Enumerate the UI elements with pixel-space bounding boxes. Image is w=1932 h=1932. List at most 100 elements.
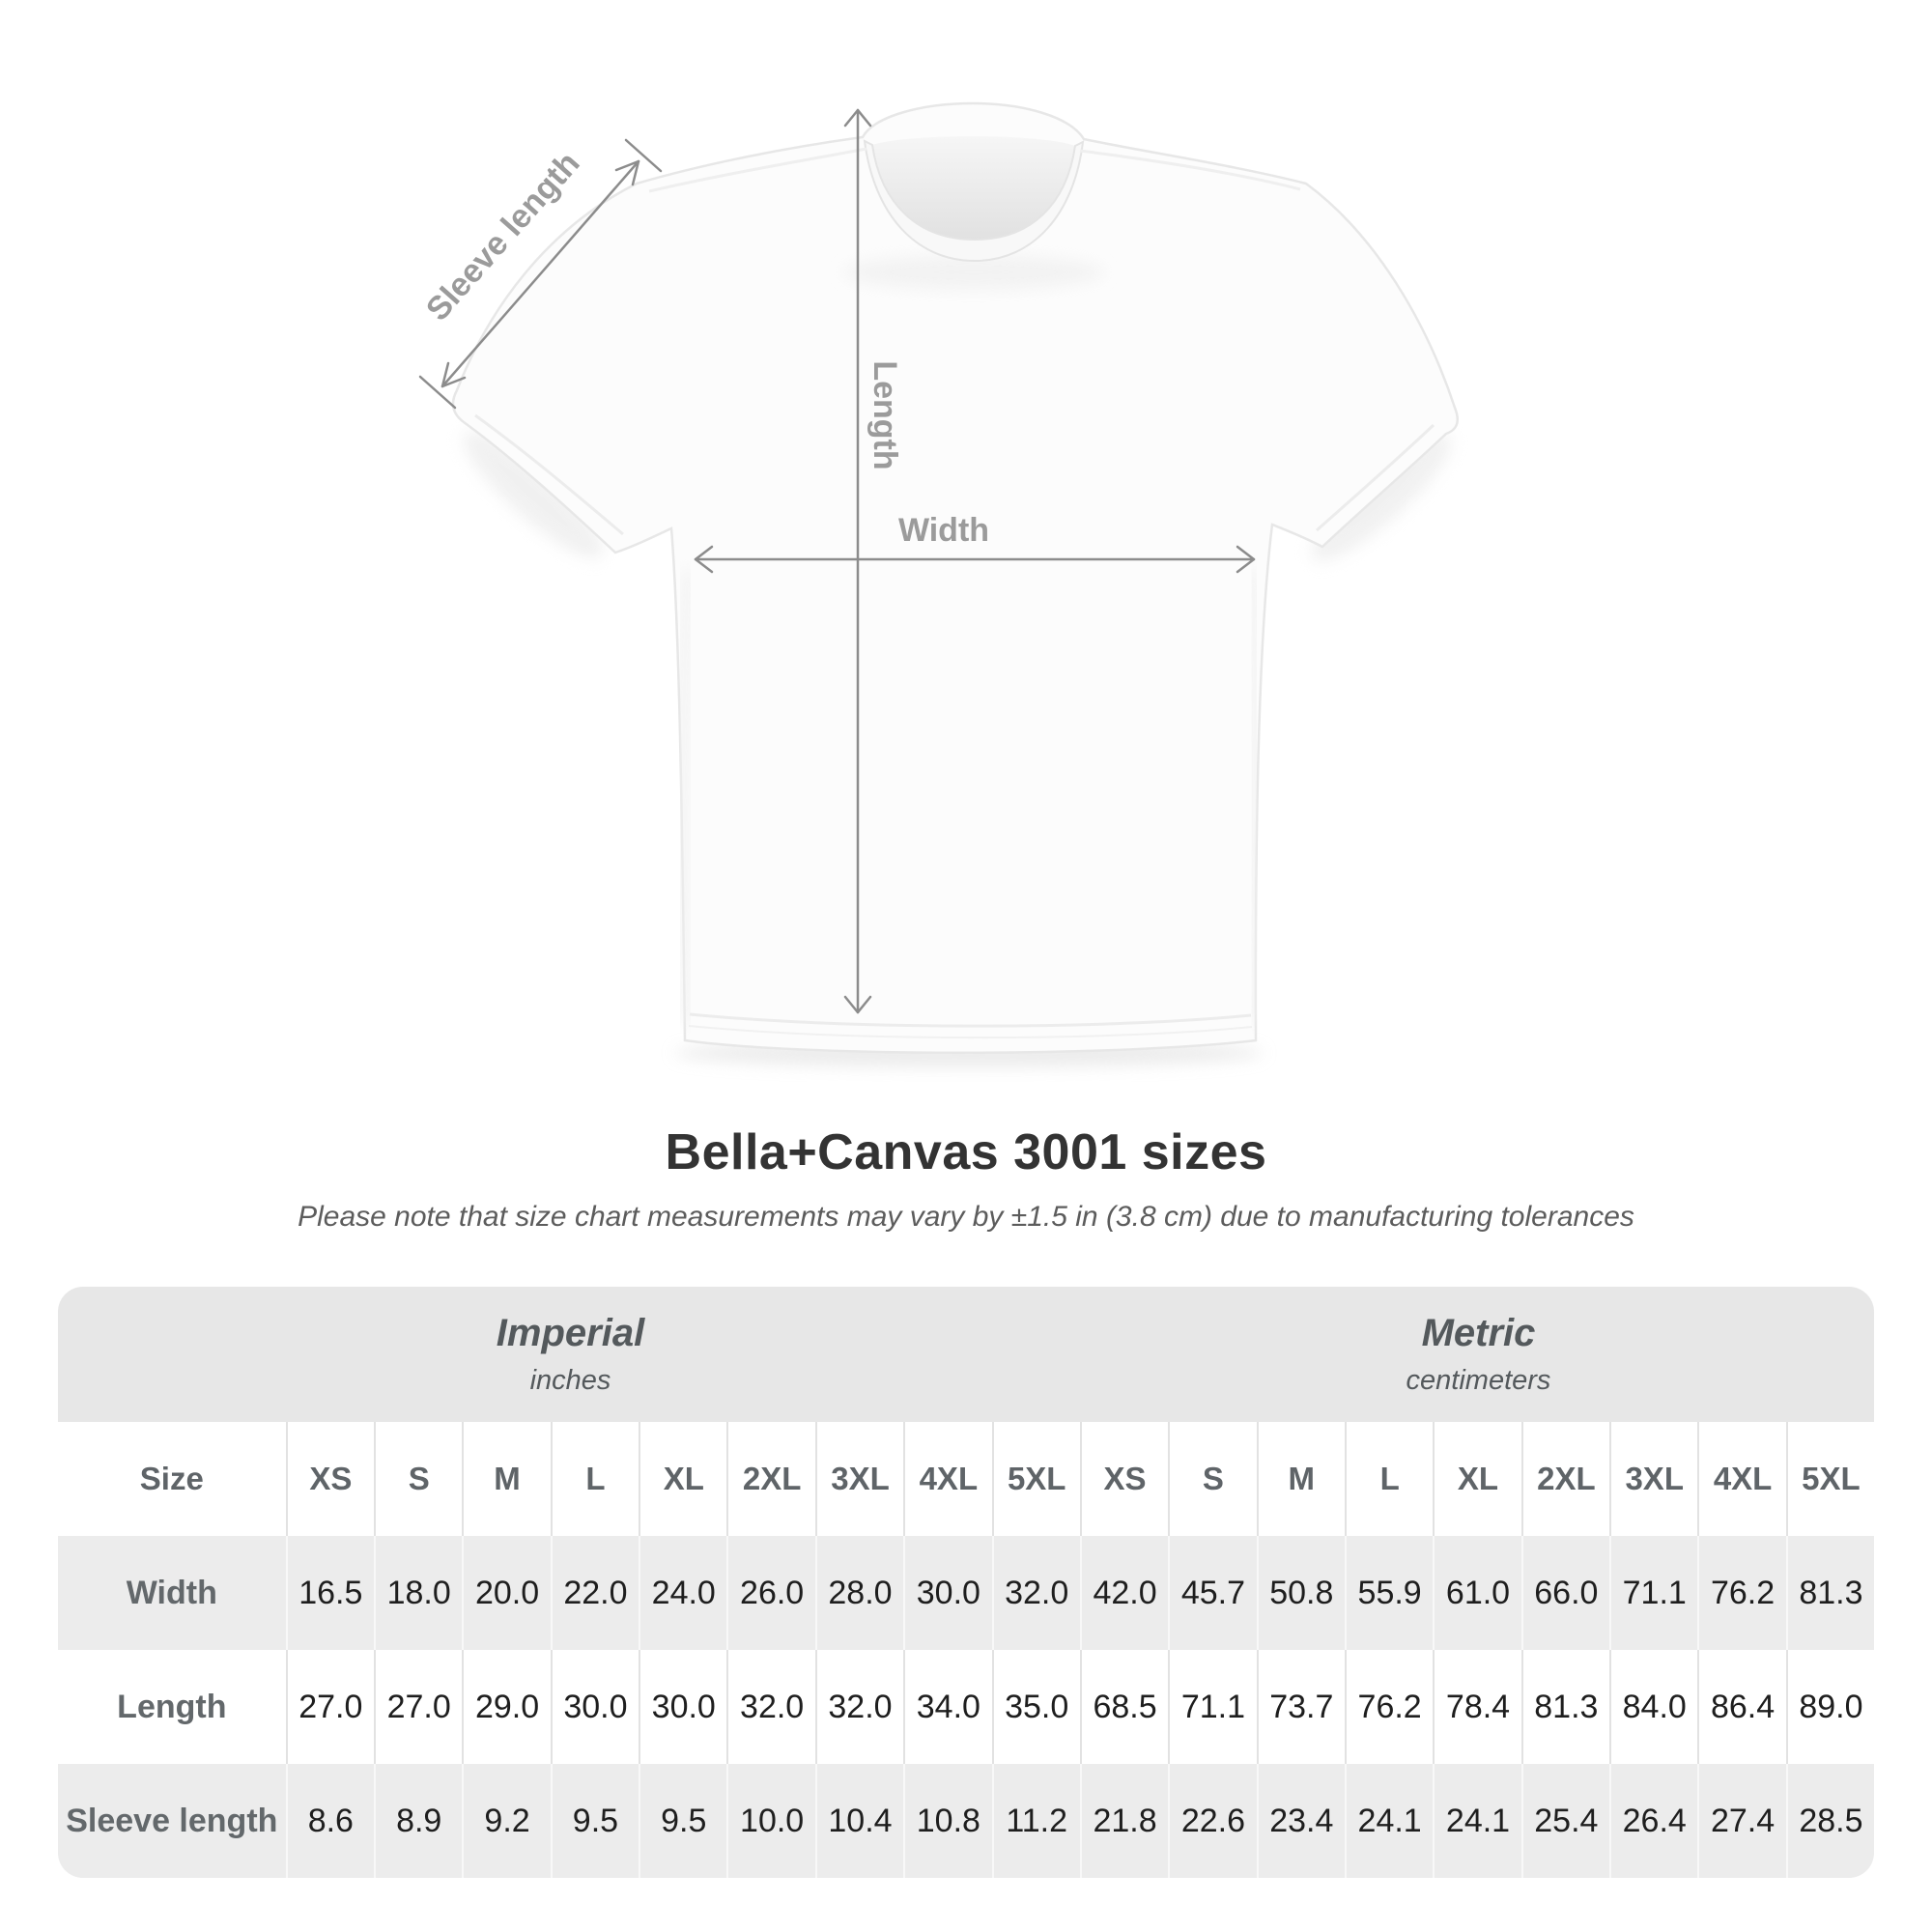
tshirt-diagram: Sleeve length Length Width <box>418 101 1459 1067</box>
value-cell: 89.0 <box>1785 1650 1874 1764</box>
measurement-arrows <box>418 108 1256 1014</box>
table-row-sizes: Size XS S M L XL 2XL 3XL 4XL 5XL XS S M … <box>58 1422 1874 1536</box>
size-header: 2XL <box>726 1422 814 1536</box>
size-header: XS <box>285 1422 374 1536</box>
value-cell: 24.0 <box>639 1536 726 1650</box>
size-table: Imperial inches Metric centimeters Size … <box>58 1287 1874 1878</box>
value-cell: 68.5 <box>1079 1650 1168 1764</box>
value-cell: 21.8 <box>1079 1764 1168 1878</box>
value-cell: 24.1 <box>1344 1764 1433 1878</box>
value-cell: 50.8 <box>1256 1536 1345 1650</box>
value-cell: 18.0 <box>374 1536 462 1650</box>
size-header: 2XL <box>1520 1422 1609 1536</box>
value-cell: 61.0 <box>1433 1536 1520 1650</box>
value-cell: 55.9 <box>1344 1536 1433 1650</box>
size-header: XL <box>639 1422 726 1536</box>
value-cell: 71.1 <box>1168 1650 1256 1764</box>
value-cell: 10.4 <box>814 1764 903 1878</box>
size-header: M <box>1256 1422 1345 1536</box>
value-cell: 28.0 <box>814 1536 903 1650</box>
size-header: XL <box>1433 1422 1520 1536</box>
value-cell: 76.2 <box>1697 1536 1785 1650</box>
value-cell: 32.0 <box>726 1650 814 1764</box>
value-cell: 86.4 <box>1697 1650 1785 1764</box>
value-cell: 81.3 <box>1520 1650 1609 1764</box>
size-header: 4XL <box>903 1422 991 1536</box>
tshirt-illustration <box>451 101 1459 1054</box>
value-cell: 71.1 <box>1609 1536 1697 1650</box>
value-cell: 9.5 <box>550 1764 639 1878</box>
value-cell: 27.0 <box>374 1650 462 1764</box>
value-cell: 24.1 <box>1433 1764 1520 1878</box>
value-cell: 28.5 <box>1785 1764 1874 1878</box>
size-header: 3XL <box>814 1422 903 1536</box>
value-cell: 34.0 <box>903 1650 991 1764</box>
value-cell: 9.2 <box>462 1764 550 1878</box>
page-title: Bella+Canvas 3001 sizes <box>665 1124 1267 1180</box>
collar-band <box>863 139 1085 263</box>
size-header: S <box>1168 1422 1256 1536</box>
value-cell: 23.4 <box>1256 1764 1345 1878</box>
table-row-sleeve-length: Sleeve length 8.6 8.9 9.2 9.5 9.5 10.0 1… <box>58 1764 1874 1878</box>
table-row-width: Width 16.5 18.0 20.0 22.0 24.0 26.0 28.0… <box>58 1536 1874 1650</box>
value-cell: 16.5 <box>285 1536 374 1650</box>
size-header: 3XL <box>1609 1422 1697 1536</box>
collar-opening <box>872 136 1075 240</box>
value-cell: 26.4 <box>1609 1764 1697 1878</box>
value-cell: 22.6 <box>1168 1764 1256 1878</box>
value-cell: 29.0 <box>462 1650 550 1764</box>
size-header: 5XL <box>991 1422 1080 1536</box>
value-cell: 25.4 <box>1520 1764 1609 1878</box>
value-cell: 22.0 <box>550 1536 639 1650</box>
size-header: XS <box>1079 1422 1168 1536</box>
size-header: L <box>550 1422 639 1536</box>
value-cell: 30.0 <box>550 1650 639 1764</box>
width-label: Width <box>898 512 989 549</box>
value-cell: 8.9 <box>374 1764 462 1878</box>
metric-unit: centimeters <box>1406 1365 1551 1396</box>
metric-title: Metric <box>1421 1312 1536 1354</box>
length-arrow <box>843 108 872 1014</box>
row-label: Length <box>117 1688 227 1725</box>
size-header: L <box>1344 1422 1433 1536</box>
value-cell: 26.0 <box>726 1536 814 1650</box>
table-row-length: Length 27.0 27.0 29.0 30.0 30.0 32.0 32.… <box>58 1650 1874 1764</box>
value-cell: 42.0 <box>1079 1536 1168 1650</box>
size-header: 4XL <box>1697 1422 1785 1536</box>
unit-header-imperial: Imperial inches <box>58 1287 1083 1422</box>
size-column-header: Size <box>139 1461 204 1496</box>
imperial-unit: inches <box>529 1365 611 1396</box>
value-cell: 66.0 <box>1520 1536 1609 1650</box>
unit-header-metric: Metric centimeters <box>1083 1287 1874 1422</box>
value-cell: 81.3 <box>1785 1536 1874 1650</box>
value-cell: 35.0 <box>991 1650 1080 1764</box>
length-label: Length <box>867 360 903 469</box>
size-header: S <box>374 1422 462 1536</box>
value-cell: 9.5 <box>639 1764 726 1878</box>
size-header: M <box>462 1422 550 1536</box>
value-cell: 45.7 <box>1168 1536 1256 1650</box>
value-cell: 30.0 <box>903 1536 991 1650</box>
value-cell: 8.6 <box>285 1764 374 1878</box>
value-cell: 27.0 <box>285 1650 374 1764</box>
value-cell: 10.0 <box>726 1764 814 1878</box>
row-label: Sleeve length <box>66 1802 278 1839</box>
value-cell: 73.7 <box>1256 1650 1345 1764</box>
unit-header-band: Imperial inches Metric centimeters <box>58 1287 1874 1422</box>
value-cell: 78.4 <box>1433 1650 1520 1764</box>
size-header: 5XL <box>1785 1422 1874 1536</box>
value-cell: 10.8 <box>903 1764 991 1878</box>
value-cell: 84.0 <box>1609 1650 1697 1764</box>
value-cell: 76.2 <box>1344 1650 1433 1764</box>
value-cell: 32.0 <box>991 1536 1080 1650</box>
imperial-title: Imperial <box>496 1312 645 1354</box>
value-cell: 32.0 <box>814 1650 903 1764</box>
row-label: Width <box>126 1574 217 1611</box>
value-cell: 11.2 <box>991 1764 1080 1878</box>
sleeve-length-arrow <box>418 138 663 410</box>
page-subtitle: Please note that size chart measurements… <box>298 1201 1634 1233</box>
value-cell: 20.0 <box>462 1536 550 1650</box>
value-cell: 27.4 <box>1697 1764 1785 1878</box>
value-cell: 30.0 <box>639 1650 726 1764</box>
